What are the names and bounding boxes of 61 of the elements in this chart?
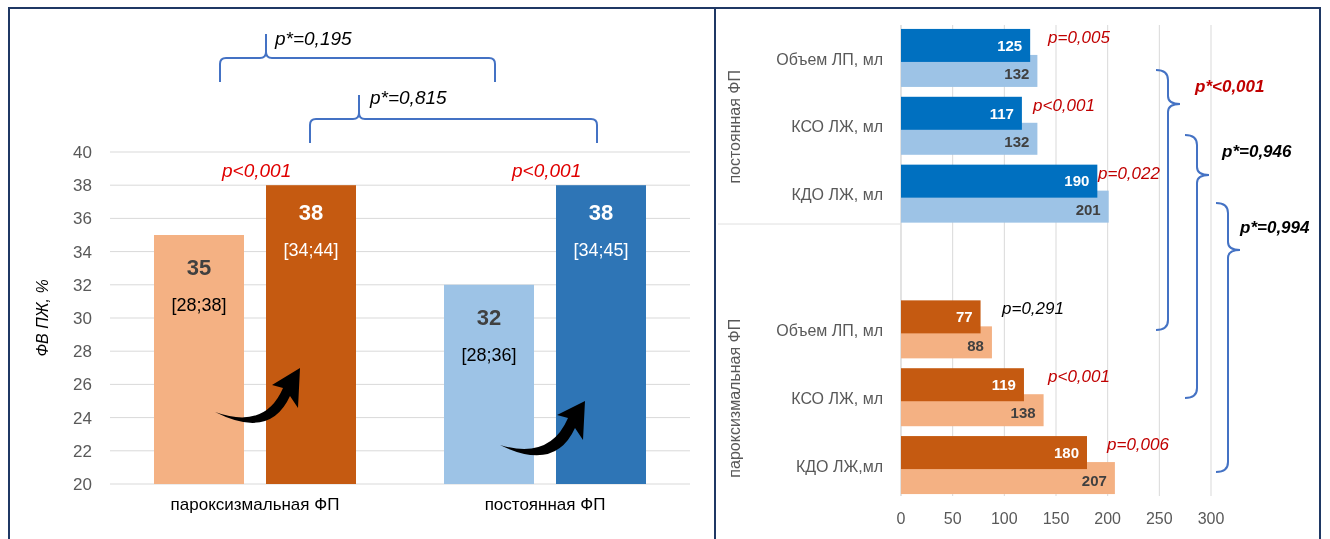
- text: p*=0,946: [1221, 142, 1293, 161]
- data-label: 207: [1081, 472, 1107, 490]
- bar: [901, 164, 1098, 198]
- x-tick-label: 300: [1197, 510, 1225, 527]
- y-tick-label: КДО ЛЖ, мл: [791, 186, 883, 204]
- annotation: p<0,001: [1047, 367, 1110, 387]
- data-label: 138: [1010, 404, 1036, 422]
- data-label: 38 [34;44]: [283, 200, 339, 261]
- data-label: 88: [967, 336, 984, 354]
- data-label: 117: [989, 104, 1014, 122]
- data-label: 132: [1004, 133, 1030, 151]
- y-tick-label: КДО ЛЖ,мл: [795, 457, 883, 475]
- annotation: p<0,001: [221, 160, 292, 181]
- y-tick-label: 36: [73, 209, 92, 229]
- data-label: 125: [997, 36, 1023, 54]
- x-tick-label: 150: [1042, 510, 1070, 527]
- data-label: 180: [1053, 443, 1079, 461]
- data-label: 35 [28;38]: [171, 255, 227, 315]
- data-label: 201: [1075, 200, 1101, 218]
- y-tick-label: 30: [73, 308, 92, 328]
- x-tick-label: 50: [943, 510, 962, 527]
- y-tick-label: 40: [73, 142, 92, 162]
- text: p*=0,994: [1239, 218, 1311, 237]
- annotation: p<0,001: [511, 160, 582, 181]
- text: p*=0,815: [369, 87, 448, 108]
- y-tick-label: Объем ЛП, мл: [776, 50, 883, 68]
- x-tick-label: 200: [1094, 510, 1122, 527]
- y-tick-label: Объем ЛП, мл: [776, 321, 883, 339]
- y-tick-label: 34: [73, 242, 92, 262]
- y-tick-label: КСО ЛЖ, мл: [791, 118, 883, 136]
- y-tick-label: 26: [73, 375, 92, 395]
- bar: [901, 28, 1031, 62]
- data-label: 32 [28;36]: [461, 304, 517, 365]
- data-label: 77: [955, 308, 973, 326]
- y-tick-label: 24: [73, 408, 92, 428]
- annotation: p<0,001: [1032, 95, 1095, 115]
- bar: [901, 96, 1022, 130]
- x-tick-label: 0: [896, 510, 906, 527]
- y-tick-label: 38: [73, 176, 92, 196]
- y-tick-label: 32: [73, 275, 92, 295]
- annotation: p*<0,001: [1194, 77, 1265, 96]
- data-label: 132: [1004, 65, 1030, 83]
- data-label: 38 [34;45]: [573, 200, 629, 261]
- y-tick-label: 20: [73, 474, 92, 494]
- annotation: p=0,291: [1001, 299, 1064, 319]
- data-label: 119: [991, 375, 1016, 393]
- bar: [901, 436, 1087, 470]
- x-tick-label: 100: [990, 510, 1018, 527]
- bar: [901, 368, 1024, 402]
- y-tick-label: 28: [73, 342, 92, 362]
- annotation: p=0,005: [1047, 27, 1111, 47]
- y-tick-label: 22: [73, 441, 92, 461]
- annotation: p=0,022: [1097, 163, 1161, 183]
- y-tick-label: КСО ЛЖ, мл: [791, 389, 883, 407]
- y-axis-title: ФВ ПЖ, %: [34, 279, 51, 357]
- text: постоянная ФП: [726, 69, 743, 184]
- text: p*=0,195: [274, 28, 353, 49]
- data-label: 190: [1064, 172, 1090, 190]
- x-tick-label: 250: [1145, 510, 1173, 527]
- bar: [901, 300, 981, 334]
- annotation: p=0,006: [1106, 435, 1170, 455]
